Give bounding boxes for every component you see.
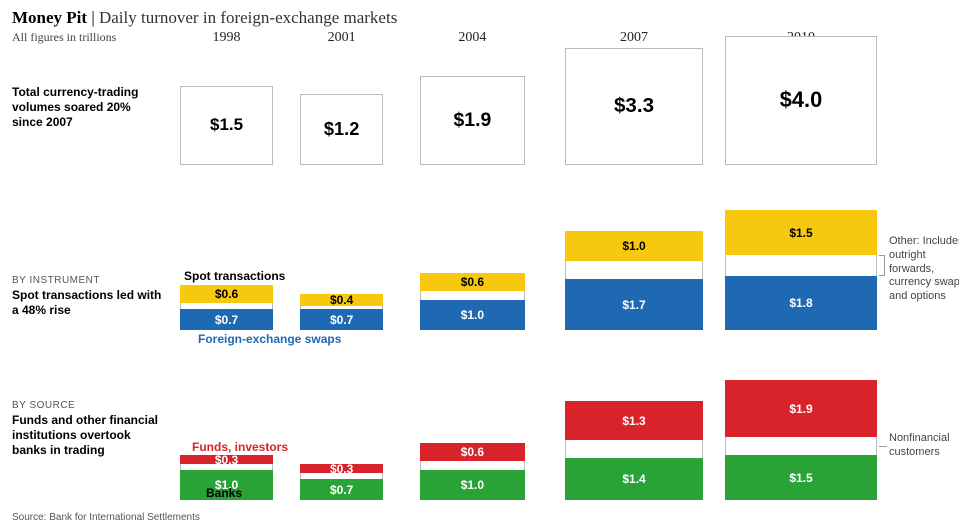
seg-nonfin xyxy=(420,461,525,470)
total-box: $1.9 xyxy=(420,76,525,165)
total-box: $1.2 xyxy=(300,94,383,165)
seg-fx: $0.7 xyxy=(300,309,383,330)
seg-spot: $0.6 xyxy=(420,273,525,291)
total-box: $1.5 xyxy=(180,86,273,165)
instrument-stack: $0.6 $0.7 xyxy=(180,285,273,330)
seg-fx: $0.7 xyxy=(180,309,273,330)
seg-nonfin xyxy=(565,440,703,458)
seg-nonfin xyxy=(725,437,877,455)
label-funds: Funds, investors xyxy=(192,440,288,454)
year-col-2010: 2010$4.0$1.5$1.8$1.9$1.5 xyxy=(725,30,877,530)
seg-banks: $1.5 xyxy=(725,455,877,500)
instrument-stack: $1.5 $1.8 xyxy=(725,210,877,330)
seg-fx: $1.8 xyxy=(725,276,877,330)
seg-banks: $0.7 xyxy=(300,479,383,500)
seg-funds: $1.3 xyxy=(565,401,703,440)
seg-other xyxy=(420,291,525,300)
annotation-other: Other: Includes outright forwards, curre… xyxy=(889,235,959,304)
year-label: 2004 xyxy=(420,30,525,46)
seg-funds: $1.9 xyxy=(725,380,877,437)
title-rest: Daily turnover in foreign-exchange marke… xyxy=(99,8,397,27)
source-stack: $1.3 $1.4 xyxy=(565,401,703,500)
seg-spot: $1.0 xyxy=(565,231,703,261)
instrument-stack: $0.6 $1.0 xyxy=(420,273,525,330)
label-source: BY SOURCE Funds and other financial inst… xyxy=(12,400,162,458)
seg-funds: $0.3 xyxy=(300,464,383,473)
seg-banks: $1.0 xyxy=(420,470,525,500)
title-sep: | xyxy=(87,8,99,27)
year-col-2001: 2001 $1.2 $0.4 $0.7 $0.3 $0.7 xyxy=(300,30,383,530)
seg-funds: $0.3 xyxy=(180,455,273,464)
instrument-stack: $1.0 $1.7 xyxy=(565,231,703,330)
label-fx-swaps: Foreign-exchange swaps xyxy=(198,332,341,346)
source-stack: $0.3 $0.7 xyxy=(300,464,383,500)
seg-spot: $1.5 xyxy=(725,210,877,255)
source-stack: $1.9 $1.5 xyxy=(725,380,877,500)
label-instrument: BY INSTRUMENT Spot transactions led with… xyxy=(12,275,162,318)
seg-banks: $1.4 xyxy=(565,458,703,500)
source-stack: $0.6 $1.0 xyxy=(420,443,525,500)
label-banks: Banks xyxy=(206,486,242,500)
seg-funds: $0.6 xyxy=(420,443,525,461)
chart-title: Money Pit | Daily turnover in foreign-ex… xyxy=(12,8,947,28)
instrument-stack: $0.4 $0.7 xyxy=(300,294,383,330)
chart-area: 1998 $1.5 $0.6 $0.7 $0.3 $1.0 2001 $1.2 $0.4 $0.7… xyxy=(170,30,859,530)
seg-other xyxy=(565,261,703,279)
seg-fx: $1.7 xyxy=(565,279,703,330)
label-spot: Spot transactions xyxy=(184,269,285,283)
year-label: 2001 xyxy=(300,30,383,46)
seg-spot: $0.4 xyxy=(300,294,383,306)
annotation-nonfin: Nonfinancial customers xyxy=(889,432,959,460)
label-total: Total currency-trading volumes soared 20… xyxy=(12,85,162,130)
year-col-2007: 2007 $3.3 $1.0 $1.7 $1.3 $1.4 xyxy=(565,30,703,530)
title-bold: Money Pit xyxy=(12,8,87,27)
year-col-2004: 2004 $1.9 $0.6 $1.0 $0.6 $1.0 xyxy=(420,30,525,530)
year-label: 2007 xyxy=(565,30,703,46)
total-box: $3.3 xyxy=(565,48,703,165)
total-box: $4.0 xyxy=(725,36,877,165)
seg-fx: $1.0 xyxy=(420,300,525,330)
dash-nonfin xyxy=(879,446,887,447)
bracket-other xyxy=(879,255,885,276)
seg-other xyxy=(725,255,877,276)
seg-spot: $0.6 xyxy=(180,285,273,303)
year-label: 1998 xyxy=(180,30,273,46)
